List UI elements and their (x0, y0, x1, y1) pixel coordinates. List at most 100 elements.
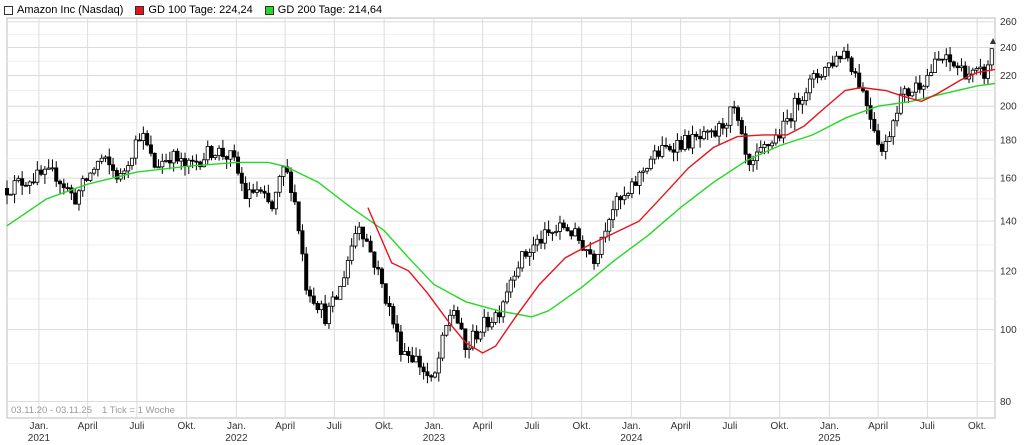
candle-body (762, 144, 767, 148)
x-tick-year: 2023 (423, 433, 446, 444)
candle-body (932, 58, 937, 73)
candle-body (103, 156, 108, 159)
candle-body (478, 331, 483, 340)
candle-body (955, 65, 960, 69)
candle-body (982, 66, 987, 79)
candle-body (940, 58, 945, 61)
candle-body (262, 190, 267, 194)
candle-body (497, 312, 502, 318)
candle-body (542, 229, 547, 244)
candle-body (584, 249, 589, 252)
candle-body (633, 181, 638, 186)
x-tick-label: Okt. (177, 421, 195, 432)
x-tick-label: Juli (129, 421, 144, 432)
candle-body (561, 222, 566, 228)
candle-body (679, 139, 684, 150)
candle-body (879, 143, 884, 152)
candle-body (785, 118, 790, 122)
candle-body (414, 355, 419, 363)
candle-body (773, 134, 778, 144)
x-tick-label: Okt. (375, 421, 393, 432)
candle-body (368, 240, 373, 253)
candle-body (804, 92, 809, 101)
candle-body (364, 238, 369, 242)
candle-body (876, 130, 881, 145)
candle-body (482, 316, 487, 333)
candle-body (565, 227, 570, 232)
candle-body (266, 192, 271, 203)
candle-body (179, 158, 184, 162)
candle-body (88, 172, 93, 181)
candle-body (486, 316, 491, 328)
candle-body (857, 72, 862, 89)
candle-body (277, 176, 282, 193)
candle-body (273, 191, 278, 210)
candle-body (963, 65, 968, 80)
x-tick-year: 2022 (225, 433, 248, 444)
candle-body (236, 156, 241, 174)
candle-body (164, 159, 169, 162)
candle-body (914, 82, 919, 93)
candle-body (391, 306, 396, 325)
candle-body (198, 161, 203, 168)
candle-body (345, 260, 350, 279)
candle-body (107, 156, 112, 166)
candle-body (133, 139, 138, 159)
gd100-line (367, 68, 996, 354)
x-tick-label: Jan. (227, 421, 246, 432)
candle-body (985, 64, 990, 79)
candle-body (402, 351, 407, 355)
x-tick-label: Jan. (820, 421, 839, 432)
candle-body (535, 238, 540, 246)
candle-body (152, 152, 157, 168)
candle-body (429, 375, 434, 378)
candle-body (353, 233, 358, 247)
candle-body (417, 355, 422, 368)
candle-body (781, 120, 786, 139)
y-tick-label: 260 (1000, 17, 1017, 28)
candle-body (853, 71, 858, 74)
y-tick-label: 80 (1000, 397, 1012, 408)
candle-body (220, 147, 225, 157)
candle-body (448, 314, 453, 326)
legend-item-main: Amazon Inc (Nasdaq) (4, 4, 123, 16)
candle-body (160, 160, 165, 168)
y-tick-label: 240 (1000, 43, 1017, 54)
candle-body (315, 302, 320, 311)
candle-body (20, 178, 25, 186)
candle-body (251, 189, 256, 193)
candle-body (557, 222, 562, 232)
candle-body (588, 249, 593, 255)
candle-body (270, 201, 275, 210)
candle-body (12, 180, 17, 195)
x-tick-label: April (671, 421, 691, 432)
candle-body (792, 97, 797, 122)
candle-body (436, 357, 441, 374)
last-price-marker (990, 38, 996, 44)
x-tick-label: April (868, 421, 888, 432)
candle-body (951, 61, 956, 67)
candle-body (376, 266, 381, 270)
candle-body (247, 189, 252, 200)
candle-body (906, 88, 911, 97)
candle-body (569, 230, 574, 237)
candle-body (883, 141, 888, 152)
candle-body (326, 305, 331, 325)
candle-body (470, 330, 475, 349)
candle-body (834, 55, 839, 67)
candle-body (95, 160, 100, 170)
candle-body (705, 130, 710, 133)
candle-body (648, 158, 653, 169)
candle-body (330, 296, 335, 307)
candle-body (838, 55, 843, 60)
candle-body (830, 62, 835, 67)
candle-body (61, 183, 66, 189)
candle-body (921, 85, 926, 90)
candle-body (595, 253, 600, 264)
candle-body (539, 238, 544, 244)
candle-body (35, 169, 40, 183)
x-tick-label: Jan. (622, 421, 641, 432)
candle-body (660, 145, 665, 157)
candle-body (459, 322, 464, 330)
x-tick-label: April (473, 421, 493, 432)
